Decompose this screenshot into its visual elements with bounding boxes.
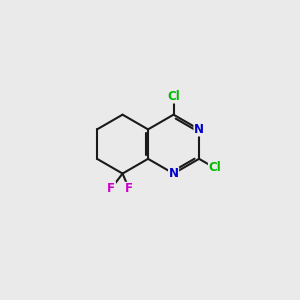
Text: Cl: Cl [208,161,221,175]
Text: F: F [125,182,133,195]
Text: F: F [107,182,116,195]
Text: N: N [169,167,178,180]
Text: Cl: Cl [167,90,180,103]
Text: N: N [194,123,204,136]
